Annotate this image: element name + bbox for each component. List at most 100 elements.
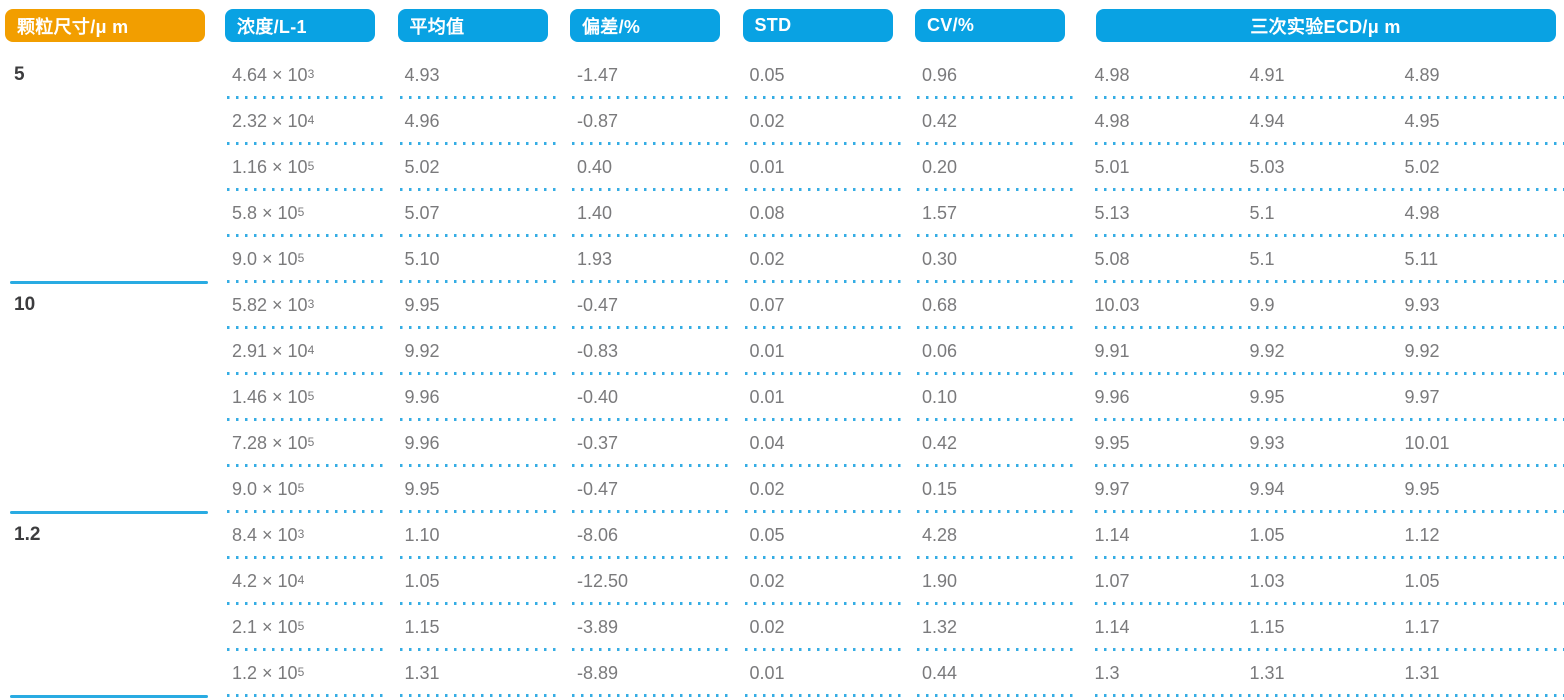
std-value: 0.02 (743, 466, 916, 513)
table-row: 9.0 × 10 5 9.95 -0.47 0.02 0.15 9.97 9.94… (5, 466, 1564, 513)
ecd-run-2: 9.93 (1249, 432, 1285, 453)
mean-value: 1.05 (398, 558, 571, 605)
mean-value: 5.10 (398, 236, 571, 283)
ecd-values: 5.08 5.1 5.11 (1088, 236, 1564, 283)
ecd-run-3: 1.12 (1404, 524, 1440, 545)
std-value: 0.07 (743, 282, 916, 329)
ecd-run-1: 5.08 (1094, 248, 1130, 269)
deviation-value: -12.50 (570, 558, 743, 605)
std-value: 0.05 (743, 512, 916, 559)
particle-size-value: 5 (14, 64, 25, 85)
cv-value: 0.15 (915, 466, 1088, 513)
ecd-run-1: 4.98 (1094, 110, 1130, 131)
concentration-value: 4.64 × 10 3 (225, 52, 398, 99)
std-value: 0.04 (743, 420, 916, 467)
mean-value: 4.93 (398, 52, 571, 99)
table-row: 2.91 × 10 4 9.92 -0.83 0.01 0.06 9.91 9.9… (5, 328, 1564, 375)
table-row: 1.46 × 10 5 9.96 -0.40 0.01 0.10 9.96 9.9… (5, 374, 1564, 421)
mean-value: 1.15 (398, 604, 571, 651)
cv-value: 0.06 (915, 328, 1088, 375)
concentration-value: 1.2 × 10 5 (225, 650, 398, 697)
table-row: 9.0 × 10 5 5.10 1.93 0.02 0.30 5.08 5.1 5… (5, 236, 1564, 283)
mean-value: 9.92 (398, 328, 571, 375)
deviation-value: -8.06 (570, 512, 743, 559)
ecd-values: 10.03 9.9 9.93 (1088, 282, 1564, 329)
ecd-run-2: 1.15 (1249, 616, 1285, 637)
ecd-run-2: 1.03 (1249, 570, 1285, 591)
ecd-run-3: 1.17 (1404, 616, 1440, 637)
ecd-run-1: 1.3 (1094, 662, 1120, 683)
particle-size-value (5, 374, 225, 420)
ecd-run-1: 9.95 (1094, 432, 1130, 453)
concentration-value: 2.1 × 10 5 (225, 604, 398, 651)
std-value: 0.01 (743, 650, 916, 697)
mean-value: 1.10 (398, 512, 571, 559)
size-group: 10 5.82 × 10 3 9.95 -0.47 0.07 0.68 10.03… (5, 282, 1564, 514)
cv-value: 0.96 (915, 52, 1088, 99)
table-row: 7.28 × 10 5 9.96 -0.37 0.04 0.42 9.95 9.9… (5, 420, 1564, 467)
ecd-run-3: 9.95 (1404, 478, 1440, 499)
ecd-run-1: 4.98 (1094, 64, 1130, 85)
deviation-value: -0.83 (570, 328, 743, 375)
deviation-value: -0.47 (570, 466, 743, 513)
ecd-values: 4.98 4.94 4.95 (1088, 98, 1564, 145)
ecd-run-3: 4.98 (1404, 202, 1440, 223)
ecd-run-2: 1.05 (1249, 524, 1285, 545)
particle-size-value (5, 144, 225, 190)
deviation-value: -0.87 (570, 98, 743, 145)
concentration-value: 9.0 × 10 5 (225, 466, 398, 513)
column-header-particle-size: 颗粒尺寸/μ m (5, 9, 205, 42)
ecd-run-3: 9.92 (1404, 340, 1440, 361)
table-body: 5 4.64 × 10 3 4.93 -1.47 0.05 0.96 4.98 4… (5, 52, 1564, 698)
ecd-run-1: 9.97 (1094, 478, 1130, 499)
cv-value: 1.90 (915, 558, 1088, 605)
particle-size-value: 10 (14, 294, 36, 315)
cv-value: 0.42 (915, 420, 1088, 467)
table-row: 4.2 × 10 4 1.05 -12.50 0.02 1.90 1.07 1.0… (5, 558, 1564, 605)
particle-size-value (5, 466, 225, 512)
concentration-value: 2.91 × 10 4 (225, 328, 398, 375)
ecd-run-3: 10.01 (1404, 432, 1450, 453)
concentration-value: 2.32 × 10 4 (225, 98, 398, 145)
ecd-values: 1.14 1.15 1.17 (1088, 604, 1564, 651)
ecd-values: 9.95 9.93 10.01 (1088, 420, 1564, 467)
cv-value: 0.10 (915, 374, 1088, 421)
ecd-values: 1.14 1.05 1.12 (1088, 512, 1564, 559)
concentration-value: 9.0 × 10 5 (225, 236, 398, 283)
table-row: 10 5.82 × 10 3 9.95 -0.47 0.07 0.68 10.03… (5, 282, 1564, 329)
cv-value: 0.20 (915, 144, 1088, 191)
concentration-value: 8.4 × 10 3 (225, 512, 398, 559)
concentration-value: 1.16 × 10 5 (225, 144, 398, 191)
table-row: 2.1 × 10 5 1.15 -3.89 0.02 1.32 1.14 1.15… (5, 604, 1564, 651)
mean-value: 5.02 (398, 144, 571, 191)
deviation-value: -0.37 (570, 420, 743, 467)
particle-size-value (5, 98, 225, 144)
cv-value: 1.32 (915, 604, 1088, 651)
table-row: 1.16 × 10 5 5.02 0.40 0.01 0.20 5.01 5.03… (5, 144, 1564, 191)
ecd-run-3: 9.93 (1404, 294, 1440, 315)
ecd-run-2: 4.91 (1249, 64, 1285, 85)
ecd-values: 9.96 9.95 9.97 (1088, 374, 1564, 421)
cv-value: 0.42 (915, 98, 1088, 145)
ecd-run-1: 1.07 (1094, 570, 1130, 591)
concentration-value: 7.28 × 10 5 (225, 420, 398, 467)
ecd-run-3: 1.05 (1404, 570, 1440, 591)
std-value: 0.01 (743, 328, 916, 375)
cv-value: 0.68 (915, 282, 1088, 329)
particle-size-value (5, 650, 225, 696)
table-header: 颗粒尺寸/μ m 浓度/L-1 平均值 偏差/% STD CV/% 三次实验EC… (5, 0, 1564, 52)
deviation-value: 1.40 (570, 190, 743, 237)
mean-value: 5.07 (398, 190, 571, 237)
ecd-values: 9.91 9.92 9.92 (1088, 328, 1564, 375)
ecd-run-3: 1.31 (1404, 662, 1440, 683)
concentration-value: 5.82 × 10 3 (225, 282, 398, 329)
std-value: 0.01 (743, 144, 916, 191)
mean-value: 9.95 (398, 282, 571, 329)
concentration-value: 4.2 × 10 4 (225, 558, 398, 605)
table-row: 1.2 × 10 5 1.31 -8.89 0.01 0.44 1.3 1.31 … (5, 650, 1564, 697)
ecd-run-2: 9.94 (1249, 478, 1285, 499)
ecd-run-3: 9.97 (1404, 386, 1440, 407)
std-value: 0.05 (743, 52, 916, 99)
column-header-cv: CV/% (915, 9, 1065, 42)
std-value: 0.02 (743, 558, 916, 605)
